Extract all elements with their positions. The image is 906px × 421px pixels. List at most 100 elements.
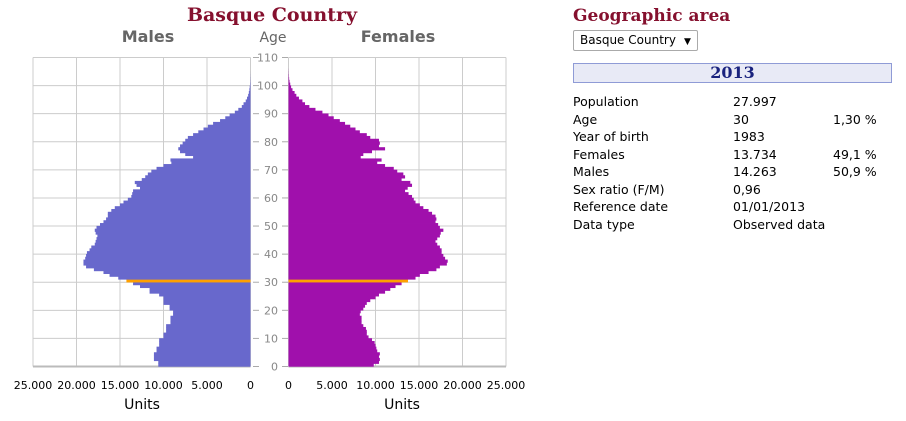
male-bar (243, 102, 251, 106)
male-bar (163, 298, 251, 303)
male-bar (169, 304, 251, 308)
female-bar (288, 110, 323, 114)
female-bar (288, 194, 413, 199)
male-bar (103, 220, 251, 224)
stat-label: Year of birth (573, 129, 649, 144)
female-bar (288, 296, 376, 300)
female-bar-highlight (288, 279, 408, 283)
female-bar (288, 208, 429, 213)
female-bar (288, 259, 448, 263)
female-bar (288, 147, 386, 151)
male-bar (249, 88, 251, 92)
geographic-area-select[interactable]: Basque Country ▼ (573, 30, 698, 51)
male-bar (149, 290, 251, 294)
female-bar (288, 355, 379, 359)
male-bar (159, 341, 251, 345)
y-tick-label: 90 (264, 108, 278, 121)
male-bar (133, 189, 251, 193)
male-bar (213, 121, 251, 126)
female-bar (288, 290, 386, 294)
female-bar (288, 164, 386, 168)
male-bar (229, 113, 251, 117)
male-bar (151, 169, 251, 173)
stat-row: Reference date 01/01/2013 (573, 199, 893, 217)
male-bar (241, 105, 251, 109)
x-tick-label-left: 15.000 (101, 379, 140, 392)
male-bar (156, 349, 251, 353)
female-bar (288, 178, 402, 182)
female-bar (288, 150, 373, 154)
female-bar (288, 203, 420, 207)
male-bar (163, 301, 251, 305)
male-bar (153, 355, 251, 359)
y-tick-label: 80 (264, 136, 278, 149)
female-bar (288, 175, 406, 179)
male-bar (107, 214, 251, 218)
female-bar (288, 284, 396, 289)
female-bar (288, 138, 379, 142)
female-bar (288, 287, 391, 291)
y-tick-label: 30 (264, 276, 278, 289)
male-bar (96, 237, 251, 241)
stat-value: 13.734 (733, 146, 777, 162)
male-bar (171, 161, 251, 165)
female-bar (288, 169, 398, 173)
male-bar (170, 315, 251, 319)
male-bar (96, 225, 251, 230)
male-bar (134, 180, 251, 185)
female-bar (288, 312, 360, 317)
male-bar (94, 228, 251, 232)
male-bar (156, 166, 251, 171)
male-bar (140, 186, 251, 190)
female-bar (288, 88, 293, 92)
female-bar (288, 245, 440, 249)
male-bar (120, 203, 251, 207)
male-bar (97, 234, 251, 238)
male-bar (149, 287, 251, 291)
female-bar (288, 276, 416, 280)
female-bar (288, 293, 379, 297)
female-bar (288, 105, 310, 109)
y-tick-label: 0 (271, 361, 278, 374)
female-bar (288, 206, 424, 210)
female-bar (288, 76, 290, 81)
female-bar (288, 155, 361, 159)
x-tick-label-left: 25.000 (14, 379, 53, 392)
male-bar (89, 248, 251, 252)
stat-value: Observed data (733, 216, 826, 232)
stat-label: Age (573, 111, 598, 127)
male-bar (106, 217, 251, 221)
y-tick-label: 100 (257, 80, 278, 93)
stat-value: 27.997 (733, 94, 777, 109)
female-bar (288, 200, 416, 204)
female-bar (288, 116, 334, 120)
male-bar (86, 265, 251, 269)
stat-value: 14.263 (733, 164, 777, 179)
male-bar (207, 124, 251, 128)
male-bar (107, 211, 251, 216)
female-bar (288, 329, 367, 333)
female-bar (288, 192, 409, 196)
x-tick-label-right: 15.000 (400, 379, 439, 392)
stat-row: Age 30 1,30 % (573, 112, 893, 130)
female-bar (288, 234, 440, 238)
female-bar (288, 144, 379, 148)
female-bar (288, 298, 371, 303)
male-bar (166, 329, 251, 333)
female-bar (288, 223, 439, 227)
population-pyramid: Basque Country Males Age Females 0 10 20 30… (14, 4, 526, 413)
male-bar (118, 276, 251, 280)
female-bar (288, 102, 306, 106)
male-bar (249, 85, 251, 89)
female-bar (288, 166, 394, 171)
female-bar (288, 127, 356, 131)
male-bar (132, 192, 251, 196)
male-bar (131, 194, 251, 199)
female-bar (288, 248, 442, 252)
female-bar (288, 135, 371, 140)
female-bar (288, 321, 362, 325)
female-bar (288, 85, 292, 89)
female-bar (288, 121, 346, 126)
male-bar (145, 175, 251, 179)
male-bar (193, 133, 251, 137)
